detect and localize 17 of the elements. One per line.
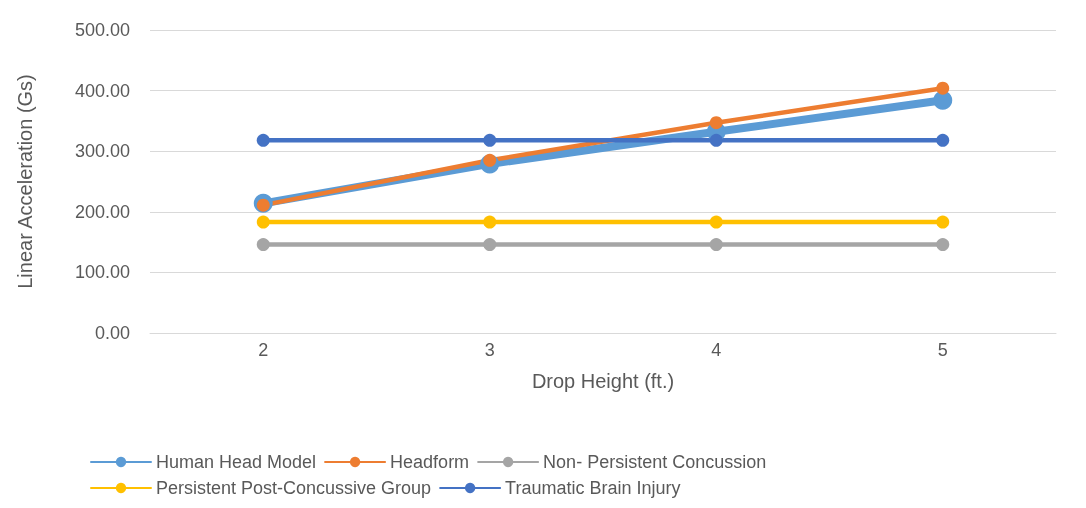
x-axis-title: Drop Height (ft.) bbox=[531, 370, 675, 392]
y-tick-label: 0.00 bbox=[94, 323, 130, 343]
x-tick-label: 3 bbox=[484, 340, 495, 360]
y-tick-label: 400.00 bbox=[74, 80, 130, 101]
legend-label: Persistent Post-Concussive Group bbox=[156, 478, 432, 498]
y-tick-label: 300.00 bbox=[74, 141, 130, 162]
legend-label: Headform bbox=[390, 452, 470, 472]
legend-label: Traumatic Brain Injury bbox=[505, 478, 681, 498]
y-axis-title: Linear Acceleration (Gs) bbox=[14, 74, 36, 289]
x-tick-label: 5 bbox=[937, 340, 948, 360]
y-tick-label: 200.00 bbox=[74, 201, 130, 222]
y-tick-label: 100.00 bbox=[74, 262, 130, 283]
y-tick-label: 500.00 bbox=[74, 20, 130, 40]
legend-label: Human Head Model bbox=[156, 452, 317, 472]
x-tick-label: 2 bbox=[258, 340, 269, 360]
legend-label: Non- Persistent Concussion bbox=[543, 452, 767, 472]
x-tick-label: 4 bbox=[711, 340, 722, 360]
